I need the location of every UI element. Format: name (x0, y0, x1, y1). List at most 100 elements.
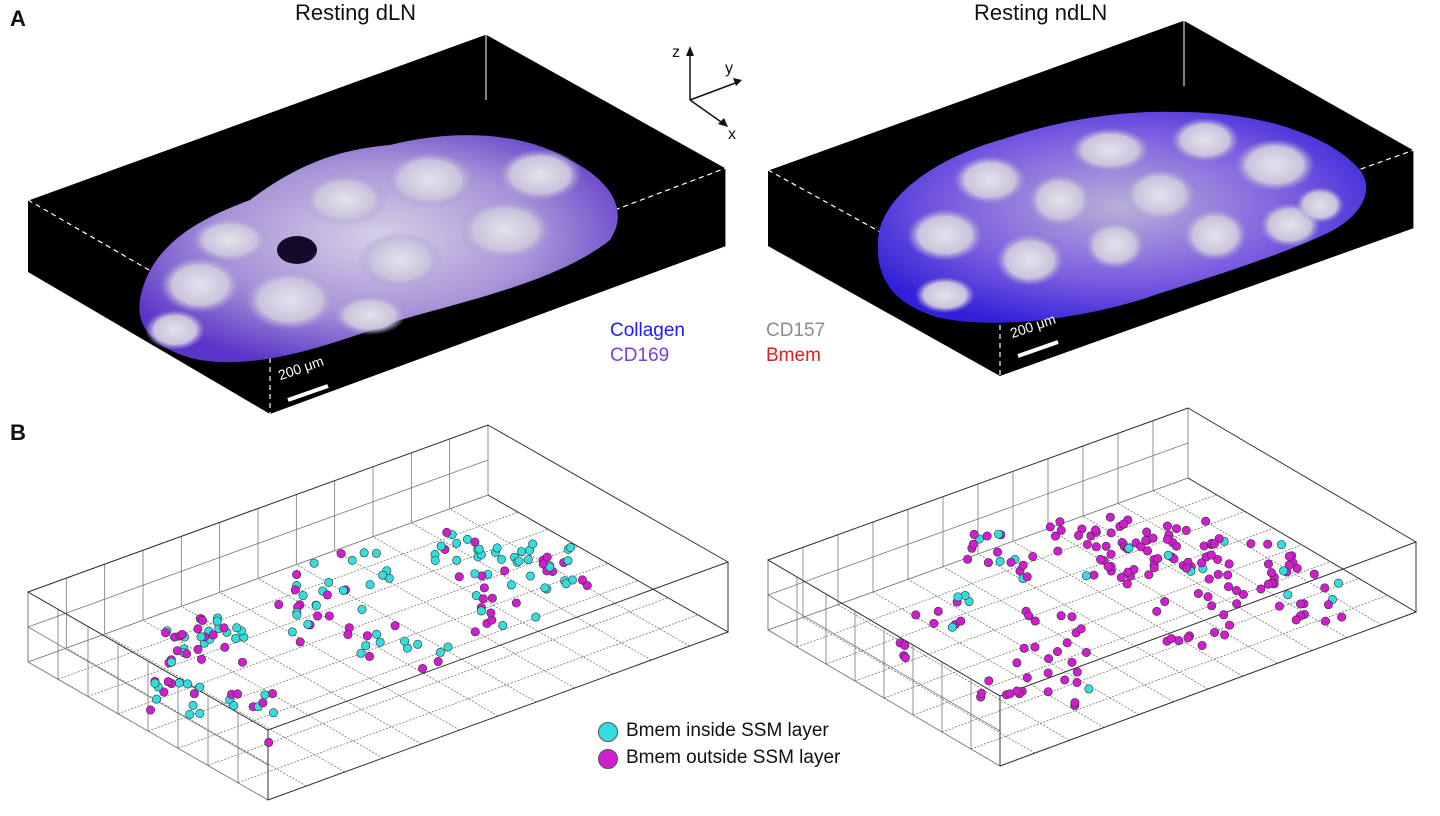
dln-cell-marker (150, 678, 160, 688)
dln-cell-marker (260, 690, 270, 700)
dln-cell-marker (219, 623, 229, 633)
dln-cell-marker (452, 538, 462, 548)
ndln-cell-marker (1043, 687, 1053, 697)
dln-cell-marker (212, 616, 222, 626)
dln-cell-marker (197, 654, 207, 664)
dln-cell-marker (264, 737, 274, 747)
ndln-floor-grid-line (872, 591, 1105, 728)
ndln-floor-grid-line (1047, 528, 1278, 664)
ndln-scale-bar (1017, 340, 1059, 358)
ndln-floor-grid-line (1117, 502, 1347, 639)
ndln-cell-marker (1067, 612, 1077, 622)
ndln-cell-marker (1201, 516, 1211, 526)
ndln-cell-marker (1142, 527, 1152, 537)
ndln-cell-marker (1279, 566, 1289, 576)
dln-cell-marker (232, 689, 242, 699)
ndln-floor-grid-line (942, 566, 1174, 703)
right-volume-title: Resting ndLN (974, 0, 1108, 25)
ndln-cell-marker (1209, 539, 1219, 549)
ndln-cell-marker (1052, 647, 1062, 657)
ndln-cell-marker (1162, 521, 1172, 531)
ndln-cell-marker (1006, 557, 1016, 567)
dln-cell-marker (479, 583, 489, 593)
ndln-cell-marker (1283, 590, 1293, 600)
dln-cell-marker (365, 580, 375, 590)
dln-back-wall-line (27, 459, 489, 628)
ndln-cell-marker (983, 558, 993, 568)
dln-cell-marker (159, 687, 169, 697)
dln-cell-marker (311, 600, 321, 610)
dln-cell-marker (182, 679, 192, 689)
ndln-cell-marker (900, 640, 910, 650)
dln-cell-marker (193, 644, 203, 654)
ndln-floor-grid-line (825, 511, 1246, 665)
ndln-cell-marker (1225, 620, 1235, 630)
legend-inside-marker (598, 722, 618, 742)
ndln-back-wall-line (767, 442, 1189, 596)
ndln-cell-marker (1209, 627, 1219, 637)
ndln-cell-marker (1232, 586, 1242, 596)
dln-cell-marker (470, 569, 480, 579)
legend-bmem: Bmem (766, 345, 821, 366)
dln-cell-marker (500, 566, 510, 576)
legend-inside-label: Bmem inside SSM layer (626, 720, 829, 741)
ndln-cell-marker (1274, 601, 1284, 611)
ndln-cell-marker (1197, 641, 1207, 651)
ndln-cell-marker (911, 610, 921, 620)
ndln-cell-marker (1292, 563, 1302, 573)
ndln-left-wall-line (767, 594, 1001, 732)
dln-cell-marker (470, 537, 480, 547)
dln-cell-marker (182, 649, 192, 659)
legend-outside-marker (598, 749, 618, 769)
ndln-cell-marker (1089, 570, 1099, 580)
ndln-cell-marker (1056, 611, 1066, 621)
ndln-cell-marker (1105, 512, 1115, 522)
ndln-cell-marker (1081, 647, 1091, 657)
dln-cell-marker (531, 612, 541, 622)
ndln-cell-marker (984, 676, 994, 686)
ndln-cell-marker (1320, 583, 1330, 593)
ndln-left-wall-line (767, 629, 1001, 767)
dln-cell-marker (324, 611, 334, 621)
ndln-floor-grid-line (970, 594, 1388, 750)
dln-cell-marker (195, 708, 205, 718)
dln-cell-marker (433, 657, 443, 667)
dln-cell-marker (287, 627, 297, 637)
ndln-cell-marker (1206, 550, 1216, 560)
ndln-cell-marker (1044, 654, 1054, 664)
ndln-cell-marker (1166, 634, 1176, 644)
ndln-cell-marker (1232, 599, 1242, 609)
dln-floor-grid-line (147, 563, 609, 732)
dln-cell-marker (435, 647, 445, 657)
dln-cell-marker (566, 542, 576, 552)
dln-cell-marker (267, 689, 277, 699)
ndln-cell-marker (1320, 616, 1330, 626)
dln-cell-marker (525, 571, 535, 581)
ndln-cell-marker (1060, 675, 1070, 685)
legend-cd157: CD157 (766, 320, 826, 341)
ndln-cell-marker (995, 556, 1005, 566)
ndln-cell-marker (1143, 546, 1153, 556)
dln-cell-marker (538, 559, 548, 569)
legend-collagen: Collagen (610, 320, 685, 341)
ndln-cell-marker (1296, 599, 1306, 609)
ndln-tissue (877, 111, 1367, 323)
axis-label-x: x (728, 126, 736, 143)
dln-floor-grid-line (142, 619, 384, 759)
ndln-cell-marker (1122, 579, 1132, 589)
ndln-cell-marker (1149, 563, 1159, 573)
ndln-cell-marker (1076, 624, 1086, 634)
dln-cell-marker (478, 594, 488, 604)
dln-box-top-edge (26, 424, 730, 731)
ndln-cell-marker (1101, 541, 1111, 551)
ndln-cell-marker (1256, 584, 1266, 594)
dln-floor-grid-line (207, 597, 669, 766)
ndln-cell-marker (1224, 559, 1234, 569)
panel-b-letter: B (10, 420, 26, 445)
dln-back-wall-line (27, 494, 489, 663)
ndln-cell-marker (963, 554, 973, 564)
ndln-cell-marker (976, 688, 986, 698)
dln-box-floor-edge (267, 494, 730, 801)
